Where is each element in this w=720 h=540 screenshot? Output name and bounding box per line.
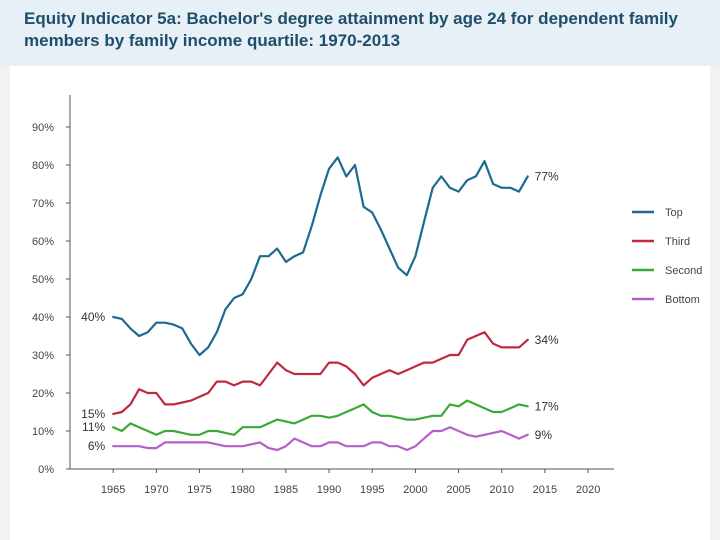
y-tick-label: 90% <box>32 122 54 134</box>
series-line-bottom <box>112 426 529 452</box>
page-title: Equity Indicator 5a: Bachelor's degree a… <box>24 9 678 50</box>
x-tick-label: 1995 <box>360 484 384 496</box>
start-label-top: 40% <box>81 310 105 324</box>
series-line-top <box>112 156 529 357</box>
y-axis-ticks-layer: 0% 10% 20% 30% 40% 50% 60% 70% 80% 90% <box>32 122 70 476</box>
series-line-third <box>112 331 529 415</box>
y-tick-label: 50% <box>32 274 54 286</box>
end-label-third: 34% <box>535 333 559 347</box>
end-label-bottom: 9% <box>535 428 553 442</box>
x-tick-label: 2000 <box>403 484 427 496</box>
x-tick-label: 2020 <box>576 484 600 496</box>
chart-panel: 0% 10% 20% 30% 40% 50% 60% 70% 80% 90% 1965 1970 19… <box>10 66 710 540</box>
x-tick-label: 1990 <box>317 484 341 496</box>
line-chart: 0%10%20%30%40%50%60%70%80%90% 1965 1970 19… <box>32 95 702 496</box>
end-label-second: 17% <box>535 399 559 413</box>
y-tick-label: 60% <box>32 236 54 248</box>
y-tick-label: 0% <box>38 464 54 476</box>
x-tick-label: 1970 <box>144 484 168 496</box>
legend-label-top: Top <box>665 207 683 219</box>
y-tick-label: 30% <box>32 350 54 362</box>
y-tick-label: 70% <box>32 198 54 210</box>
start-label-second: 11% <box>82 420 105 434</box>
x-tick-label: 2015 <box>533 484 557 496</box>
legend-label-bottom: Bottom <box>665 294 700 306</box>
data-labels-layer: 40% 77% 15% 34% 11% 17% 6% 9% <box>81 169 559 453</box>
x-tick-label: 1980 <box>230 484 254 496</box>
legend-label-second: Second <box>665 265 702 277</box>
y-tick-label: 20% <box>32 388 54 400</box>
legend-label-third: Third <box>665 236 690 248</box>
header-banner: Equity Indicator 5a: Bachelor's degree a… <box>0 0 720 66</box>
y-tick-label: 40% <box>32 312 54 324</box>
x-tick-label: 2005 <box>446 484 470 496</box>
axes-layer: 1965 1970 1975 1980 1985 1990 1995 2000 2005 2010… <box>69 95 614 496</box>
y-tick-label: 10% <box>32 426 54 438</box>
start-label-bottom: 6% <box>88 439 106 453</box>
x-tick-label: 1975 <box>187 484 211 496</box>
x-tick-label: 2010 <box>490 484 514 496</box>
x-tick-label: 1965 <box>101 484 125 496</box>
series-layer <box>112 156 529 452</box>
series-line-second <box>112 399 529 436</box>
end-label-top: 77% <box>535 169 559 183</box>
legend: Top Third Second Bottom <box>632 207 702 306</box>
start-label-third: 15% <box>81 407 105 421</box>
x-tick-label: 1985 <box>274 484 298 496</box>
y-tick-label: 80% <box>32 160 54 172</box>
